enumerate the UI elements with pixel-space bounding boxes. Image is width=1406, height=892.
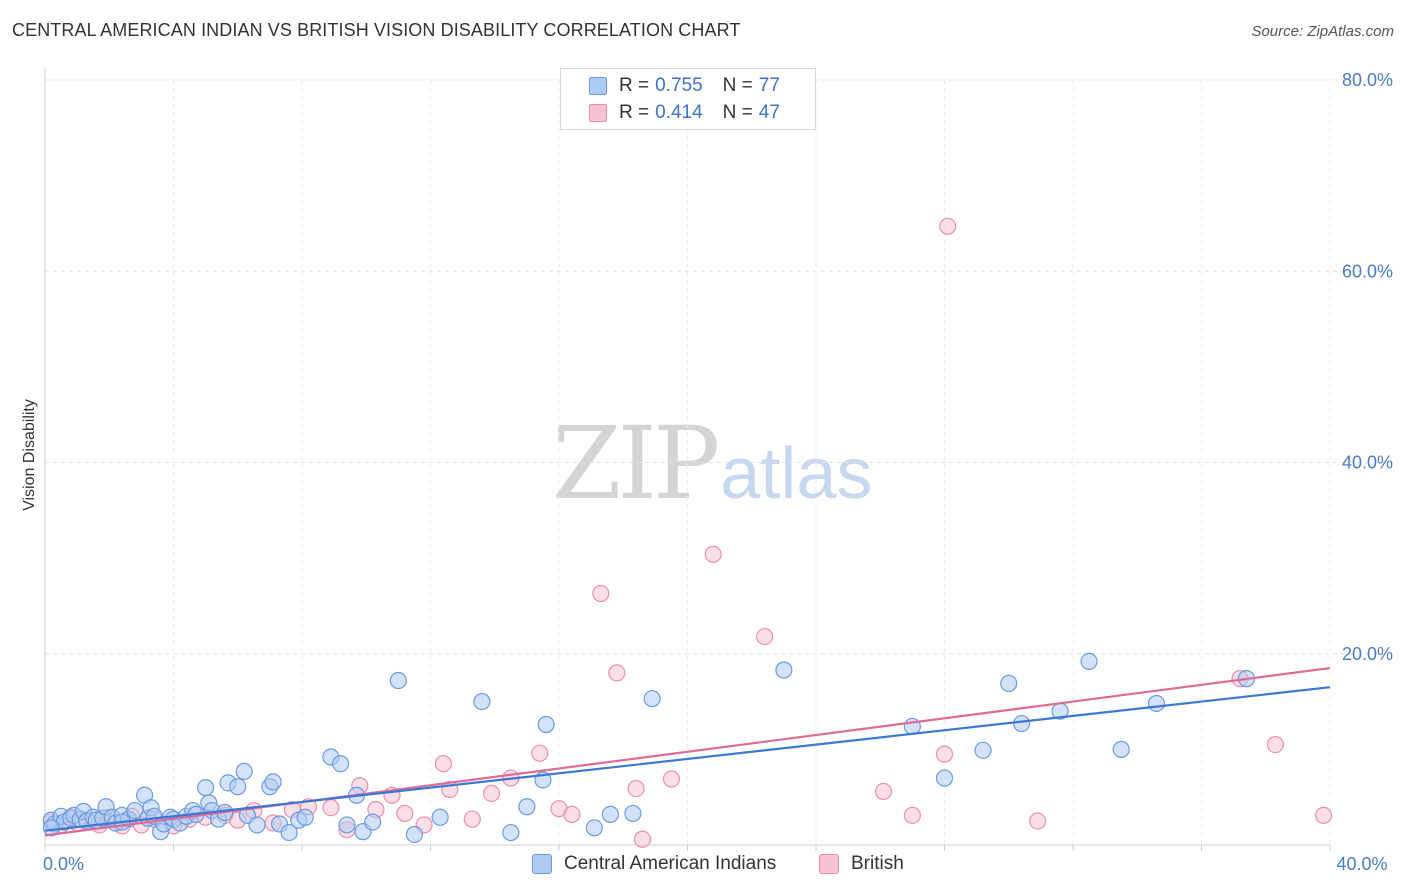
legend-r-value: 0.414 <box>655 102 703 123</box>
legend-swatch-pink <box>589 104 607 122</box>
british-point <box>608 664 626 682</box>
central-american-indians-point <box>775 661 793 679</box>
british-point <box>1314 806 1333 824</box>
central-american-indians-point <box>431 808 449 826</box>
british-point <box>662 770 681 788</box>
british-point <box>592 584 610 603</box>
watermark-zip: ZIP <box>552 405 720 522</box>
british-point <box>755 627 774 646</box>
british-point <box>874 782 893 801</box>
central-american-indians-point <box>197 779 215 797</box>
axes <box>44 68 1331 851</box>
legend-row-central-american-indians: R = 0.755 N = 77 <box>619 74 780 98</box>
central-american-indians-point <box>1112 740 1130 758</box>
central-american-indians-point <box>974 741 992 759</box>
trend-lines <box>44 667 1331 837</box>
watermark: ZIPatlas <box>552 405 872 522</box>
legend-swatch-blue <box>532 854 552 874</box>
central-american-indians-point <box>537 715 555 734</box>
central-american-indians-point <box>643 690 661 708</box>
legend-label: British <box>851 853 904 874</box>
y-tick-label: 80.0% <box>1342 70 1393 90</box>
legend-n-value: 47 <box>758 102 780 123</box>
series-legend-central-american-indians: Central American Indians <box>532 852 776 876</box>
central-american-indians-point <box>624 804 642 823</box>
central-american-indians-point <box>364 813 382 831</box>
legend-n-label: N = <box>722 102 753 123</box>
british-point <box>482 784 501 802</box>
british-point <box>939 217 957 235</box>
tick-labels: 20.0% 40.0% 60.0% 80.0% 0.0% 40.0% <box>43 70 1393 874</box>
british-point <box>903 806 921 824</box>
y-tick-label: 20.0% <box>1342 644 1393 664</box>
source-credit: Source: ZipAtlas.com <box>1251 23 1394 40</box>
legend-r-label: R = <box>619 75 650 96</box>
legend-label: Central American Indians <box>564 853 777 874</box>
central-american-indians-point <box>42 819 61 837</box>
legend-n-value: 77 <box>758 75 780 96</box>
grid-lines <box>45 79 1392 845</box>
british-point <box>563 805 581 824</box>
british-point <box>1029 812 1047 830</box>
legend-row-british: R = 0.414 N = 47 <box>619 101 780 125</box>
x-tick-label: 0.0% <box>43 854 84 874</box>
british-point <box>704 545 722 563</box>
british-point <box>434 755 452 773</box>
central-american-indians-point <box>248 816 266 834</box>
british-point <box>322 799 340 817</box>
central-american-indians-point <box>405 825 424 844</box>
central-american-indians-point <box>473 692 491 711</box>
british-point <box>531 744 549 762</box>
central-american-indians-point <box>502 823 520 842</box>
central-american-indians-point <box>1080 652 1098 671</box>
y-axis-label: Vision Disability <box>21 399 38 511</box>
y-tick-label: 60.0% <box>1342 261 1393 281</box>
watermark-atlas: atlas <box>720 434 873 514</box>
central-american-indians-point <box>229 778 247 796</box>
series-legend-british: British <box>819 852 904 876</box>
legend-n-label: N = <box>722 75 753 96</box>
central-american-indians-point <box>331 755 350 773</box>
british-point <box>463 810 481 828</box>
central-american-indians-point <box>264 773 282 791</box>
central-american-indians-point <box>585 819 603 837</box>
central-american-indians-point <box>389 671 407 690</box>
central-american-indians-point <box>280 823 298 842</box>
central-american-indians-point <box>1147 694 1166 713</box>
central-american-indians-point <box>935 769 954 787</box>
central-american-indians-point <box>518 798 536 816</box>
central-american-indians-trend-line <box>44 686 1331 832</box>
british-point <box>627 779 645 798</box>
central-american-indians-point <box>296 808 314 826</box>
legend-swatch-blue <box>589 77 607 95</box>
british-point <box>396 804 414 823</box>
correlation-legend: R = 0.755 N = 77 R = 0.414 N = 47 <box>560 68 816 130</box>
chart-title: CENTRAL AMERICAN INDIAN VS BRITISH VISIO… <box>12 20 741 40</box>
central-american-indians-point <box>1012 714 1031 733</box>
british-point <box>1266 735 1284 754</box>
british-point <box>633 830 652 848</box>
central-american-indians-point <box>1000 674 1018 692</box>
central-american-indians-point <box>235 762 253 780</box>
x-tick-label: 40.0% <box>1336 854 1387 874</box>
legend-r-label: R = <box>619 102 650 123</box>
central-american-indians-point <box>338 816 356 834</box>
legend-swatch-pink <box>819 854 839 874</box>
british-point <box>935 745 954 763</box>
central-american-indians-point <box>601 805 620 824</box>
legend-r-value: 0.755 <box>655 75 703 96</box>
y-tick-label: 40.0% <box>1342 453 1393 473</box>
